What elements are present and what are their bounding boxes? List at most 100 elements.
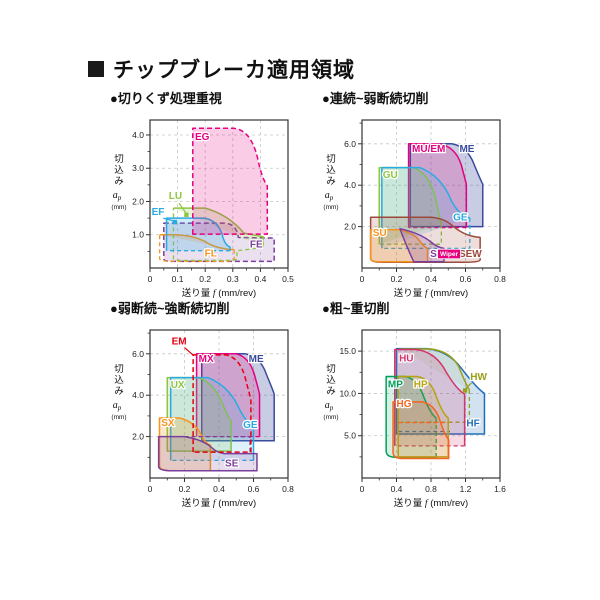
chart-canvas-heavy-cutting: 0 0.4 0.8 1.2 1.6 5.0 10.0 15.0 送り量 f (mm/rev) 切込…	[323, 329, 506, 509]
x-tick-label: 0	[148, 484, 153, 494]
region-border-UX	[166, 376, 232, 452]
y-axis-label-char: 込	[326, 165, 336, 176]
y-tick-label: 2.0	[344, 222, 356, 232]
region-dashed-border-HW	[401, 390, 471, 423]
region-border-SE	[399, 227, 445, 263]
region-label-ME: ME	[249, 354, 264, 365]
chart-title-interrupted-cutting: ●弱断続~強断続切削	[110, 301, 230, 316]
region-label-EM: EM	[172, 336, 187, 347]
region-dashed-border-LU	[172, 208, 264, 261]
region-label-MU/EM: MU/EM	[412, 144, 445, 155]
region-label-SE: SE	[225, 458, 239, 469]
region-fill-MU/EM	[408, 143, 467, 228]
y-axis-label-char: 切	[326, 364, 336, 375]
x-tick-label: 1.2	[460, 484, 472, 494]
region-border-SU	[369, 228, 429, 263]
region-border-MX	[195, 353, 261, 437]
y-axis-label-char: み	[326, 386, 336, 397]
region-fill-UX	[167, 377, 232, 452]
y-axis-label-char: 切	[326, 154, 336, 165]
x-tick-label: 0.3	[227, 274, 239, 284]
y-axis-label-char: み	[114, 176, 124, 187]
region-label-EG: EG	[195, 132, 210, 143]
region-fill-SX	[159, 417, 211, 471]
region-label-SX: SX	[161, 418, 175, 429]
region-fill-GU	[379, 167, 442, 245]
y-axis-label-unit: (mm)	[323, 414, 338, 421]
x-tick-label: 0.5	[282, 274, 294, 284]
x-tick-label: 0.2	[391, 274, 403, 284]
x-tick-label: 0.6	[248, 484, 260, 494]
y-tick-label: 3.0	[132, 163, 144, 173]
region-border-HG	[392, 401, 450, 460]
region-dashed-border-GE	[381, 217, 471, 249]
label-marker	[462, 388, 468, 393]
y-axis-label-var: ap	[113, 190, 122, 202]
x-tick-label: 0.2	[179, 484, 191, 494]
region-border-EF	[165, 217, 231, 251]
region-fill-ME	[201, 353, 275, 441]
y-axis-label-char: 込	[114, 375, 124, 386]
x-tick-label: 0	[360, 274, 365, 284]
panel-heavy-cutting: ●粗~重切削 0 0.4 0.8 1.2 1.6 5.0 10.0 15.0 送り量 f (mm…	[308, 298, 522, 509]
region-label-SEW: SEW	[459, 249, 482, 260]
region-border-MU/EM	[407, 143, 468, 228]
region-fill-EF	[166, 218, 231, 251]
x-tick-label: 0.4	[425, 274, 437, 284]
wiper-badge	[437, 248, 461, 260]
x-tick-label: 0.4	[391, 484, 403, 494]
region-label-FE: FE	[250, 239, 263, 250]
x-tick-label: 0.2	[199, 274, 211, 284]
chart-canvas-continuous-cutting: 0 0.2 0.4 0.6 0.8 2.0 4.0 6.0 送り量 f (mm/rev) 切込みa…	[323, 119, 506, 299]
region-fill-GE	[381, 167, 470, 249]
region-fill-LU	[173, 208, 264, 248]
y-axis-label-char: 切	[114, 154, 124, 165]
region-label-GE: GE	[243, 420, 258, 431]
x-tick-label: 0	[148, 274, 153, 284]
x-axis-label: 送り量 f (mm/rev)	[394, 497, 468, 509]
chart-title-continuous-cutting: ●連続~弱断続切削	[322, 91, 429, 106]
y-axis-label-var: ap	[325, 400, 334, 412]
y-axis-label-char: 切	[114, 364, 124, 375]
panel-interrupted-cutting: ●弱断続~強断続切削 0 0.2 0.4 0.6 0.8 2.0 4.0 6.0 送り量 f (…	[96, 298, 310, 509]
region-fill-ME	[410, 143, 483, 227]
y-axis-label-char: み	[326, 176, 336, 187]
y-tick-label: 5.0	[344, 431, 356, 441]
region-border-MP	[385, 375, 437, 459]
region-label-LU: LU	[169, 191, 182, 202]
y-axis-label-unit: (mm)	[323, 204, 338, 211]
y-axis-label-unit: (mm)	[111, 204, 126, 211]
region-border-HW	[400, 348, 471, 391]
y-axis-label-var: ap	[113, 400, 122, 412]
label-leader-line	[178, 202, 187, 214]
region-label-HW: HW	[470, 372, 487, 383]
region-fill-SU	[370, 229, 428, 262]
region-fill-SE	[158, 436, 257, 471]
y-tick-label: 1.0	[132, 230, 144, 240]
region-label-HU: HU	[399, 353, 413, 364]
region-label-ME: ME	[459, 144, 474, 155]
region-border-FE	[163, 222, 275, 263]
y-tick-label: 6.0	[344, 139, 356, 149]
x-axis-label: 送り量 f (mm/rev)	[182, 497, 256, 509]
region-border-HU	[394, 348, 466, 446]
y-tick-label: 4.0	[132, 390, 144, 400]
region-label-SU: SU	[373, 228, 387, 239]
region-label-GE: GE	[453, 212, 468, 223]
x-tick-label: 0.8	[425, 484, 437, 494]
chart-canvas-chip-control: 0 0.1 0.2 0.3 0.4 0.5 1.0 2.0 3.0 4.0 送り量 f (mm/re…	[111, 119, 294, 299]
region-border-EG	[192, 127, 269, 235]
region-label-MX: MX	[199, 354, 214, 365]
chart-title-chip-control: ●切りくず処理重視	[110, 91, 222, 106]
region-fill-HG	[393, 401, 449, 459]
panel-continuous-cutting: ●連続~弱断続切削 0 0.2 0.4 0.6 0.8 2.0 4.0 6.0 送り量 f (m…	[308, 88, 522, 299]
x-tick-label: 0.4	[254, 274, 266, 284]
region-border-LU	[173, 207, 264, 248]
region-fill-HW	[400, 349, 470, 391]
label-marker	[172, 219, 178, 225]
x-tick-label: 1.6	[494, 484, 506, 494]
region-dashed-border-SE	[184, 435, 251, 453]
y-tick-label: 6.0	[132, 349, 144, 359]
y-tick-label: 10.0	[339, 388, 356, 398]
x-tick-label: 0.1	[172, 274, 184, 284]
